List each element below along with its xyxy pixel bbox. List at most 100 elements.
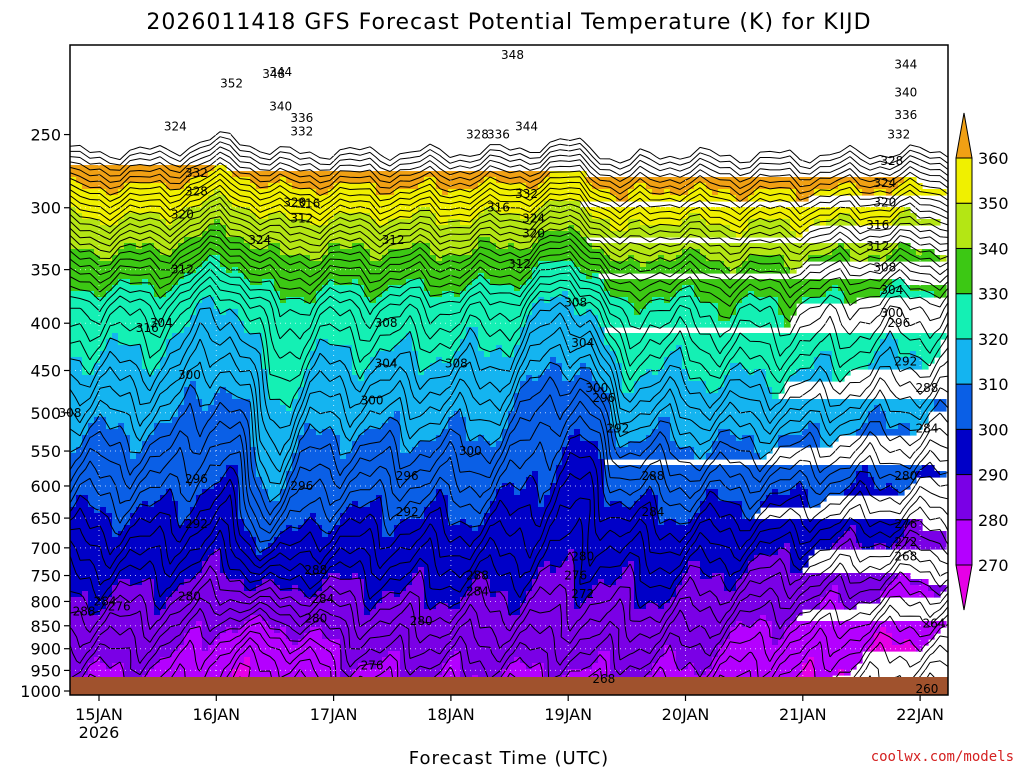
contour-label: 268 <box>894 549 917 563</box>
x-tick-sublabel: 2026 <box>79 723 120 742</box>
contour-label: 280 <box>571 549 594 563</box>
contour-label: 296 <box>290 479 313 493</box>
contour-label: 336 <box>894 108 917 122</box>
contour-label: 324 <box>164 119 187 133</box>
y-tick-label: 750 <box>30 567 61 586</box>
contour-label: 340 <box>269 99 292 113</box>
x-tick-label: 19JAN <box>544 705 592 724</box>
contour-label: 292 <box>606 422 629 436</box>
contour-label: 312 <box>866 239 889 253</box>
contour-label: 308 <box>873 260 896 274</box>
x-tick-label: 21JAN <box>779 705 827 724</box>
contour-label: 280 <box>178 589 201 603</box>
contour-label: 300 <box>459 444 482 458</box>
y-tick-label: 500 <box>30 404 61 423</box>
y-tick-label: 1000 <box>20 682 61 701</box>
y-tick-label: 300 <box>30 199 61 218</box>
y-tick-label: 700 <box>30 539 61 558</box>
contour-label: 300 <box>585 381 608 395</box>
colorbar-segment <box>955 338 973 385</box>
colorbar-label: 290 <box>978 466 1009 485</box>
contour-label: 344 <box>269 65 292 79</box>
chart-title: 2026011418 GFS Forecast Potential Temper… <box>146 10 871 35</box>
colorbar-label: 270 <box>978 556 1009 575</box>
grid-lines <box>70 45 948 695</box>
contour-label: 332 <box>515 187 538 201</box>
contour-label: 340 <box>894 85 917 99</box>
y-tick-label: 950 <box>30 661 61 680</box>
contour-label: 296 <box>887 316 910 330</box>
contour-label: 280 <box>894 469 917 483</box>
contour-label: 292 <box>396 505 419 519</box>
contour-label: 280 <box>410 614 433 628</box>
contour-label: 284 <box>642 505 665 519</box>
colorbar-label: 280 <box>978 511 1009 530</box>
y-tick-label: 250 <box>30 126 61 145</box>
contour-label: 324 <box>873 176 896 190</box>
contour-label: 324 <box>248 233 271 247</box>
contour-label: 336 <box>290 111 313 125</box>
contour-label: 292 <box>185 517 208 531</box>
x-tick-label: 16JAN <box>192 705 240 724</box>
contour-label: 328 <box>466 128 489 142</box>
contour-label: 300 <box>880 306 903 320</box>
contour-label: 304 <box>880 283 903 297</box>
contour-label: 312 <box>382 233 405 247</box>
contour-label: 284 <box>466 584 489 598</box>
contour-label: 264 <box>922 616 945 630</box>
colorbar-label: 300 <box>978 420 1009 439</box>
y-tick-label: 450 <box>30 361 61 380</box>
contour-label: 332 <box>185 166 208 180</box>
y-axis: 250 300 350 400 450 500 550 600 650 700 750 800 850 9… <box>20 126 70 701</box>
colorbar-segment <box>955 202 973 249</box>
colorbar-segment <box>955 247 973 295</box>
contour-label: 280 <box>304 612 327 626</box>
contour-label: 320 <box>171 207 194 221</box>
contour-label: 312 <box>290 211 313 225</box>
contour-label: 288 <box>642 469 665 483</box>
contour-label: 320 <box>522 227 545 241</box>
contour-label: 336 <box>487 128 510 142</box>
contour-label: 320 <box>283 195 306 209</box>
contour-label: 316 <box>487 201 510 215</box>
contour-label: 276 <box>564 569 587 583</box>
contour-label: 304 <box>571 336 594 350</box>
colorbar-segment <box>955 428 973 476</box>
y-tick-label: 600 <box>30 477 61 496</box>
colorbar-label: 310 <box>978 375 1009 394</box>
colorbar-label: 330 <box>978 285 1009 304</box>
colorbar: 270 280 290 300 310 320 330 340 350 360 <box>955 112 1009 611</box>
contour-label: 272 <box>894 535 917 549</box>
x-tick-label: 18JAN <box>427 705 475 724</box>
contour-label: 316 <box>136 321 159 335</box>
contour-lines <box>70 131 948 695</box>
contour-label: 300 <box>178 368 201 382</box>
colorbar-segment <box>955 157 973 204</box>
y-tick-label: 350 <box>30 261 61 280</box>
x-tick-label: 17JAN <box>310 705 358 724</box>
contour-label: 312 <box>508 257 531 271</box>
contour-label: 272 <box>571 587 594 601</box>
colorbar-label: 340 <box>978 239 1009 258</box>
contour-label: 296 <box>396 469 419 483</box>
contour-label: 308 <box>564 296 587 310</box>
colorbar-segment <box>955 383 973 430</box>
contour-label: 316 <box>297 197 320 211</box>
x-tick-label: 20JAN <box>662 705 710 724</box>
x-tick-label: 15JAN <box>75 705 123 724</box>
credit-text: coolwx.com/models <box>871 749 1014 765</box>
contour-label: 304 <box>375 356 398 370</box>
contour-label: 348 <box>501 48 524 62</box>
x-tick-label: 22JAN <box>896 705 944 724</box>
contour-label: 284 <box>915 422 938 436</box>
contour-label: 300 <box>361 394 384 408</box>
y-tick-label: 800 <box>30 592 61 611</box>
contour-label: 304 <box>150 316 173 330</box>
contour-label: 288 <box>466 569 489 583</box>
contour-label: 348 <box>262 67 285 81</box>
contour-label: 344 <box>515 119 538 133</box>
contour-label: 320 <box>873 195 896 209</box>
contour-label: 268 <box>592 672 615 686</box>
contour-label: 288 <box>304 563 327 577</box>
